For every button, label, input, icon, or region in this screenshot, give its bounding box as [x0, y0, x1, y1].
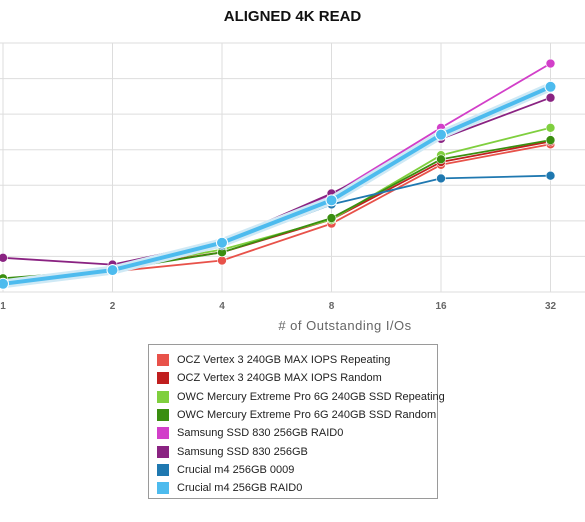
- line-chart-plot: 1 2 4 8 16 32: [0, 42, 585, 312]
- data-point: [545, 92, 556, 103]
- series-line: [2, 62, 551, 286]
- data-point: [435, 128, 447, 141]
- legend-label: Crucial m4 256GB RAID0: [177, 482, 303, 495]
- legend-item: OCZ Vertex 3 240GB MAX IOPS Repeating: [157, 351, 390, 369]
- data-point: [545, 135, 556, 145]
- chart-title: ALIGNED 4K READ: [223, 8, 362, 25]
- data-point: [545, 170, 556, 181]
- data-point: [0, 252, 8, 263]
- legend-swatch: [157, 354, 169, 366]
- series-line: [2, 84, 552, 286]
- x-tick-label: 2: [110, 301, 116, 312]
- x-tick-label: 8: [329, 301, 335, 312]
- x-tick-label: 32: [545, 301, 557, 312]
- legend-item: Crucial m4 256GB RAID0: [157, 479, 302, 497]
- data-point: [326, 213, 337, 223]
- data-point: [106, 264, 119, 277]
- legend-swatch: [157, 372, 169, 385]
- data-point: [217, 255, 227, 266]
- legend-item: Crucial m4 256GB 0009: [157, 461, 294, 479]
- legend-item: OWC Mercury Extreme Pro 6G 240GB SSD Ran…: [157, 406, 436, 424]
- legend-label: OCZ Vertex 3 240GB MAX IOPS Random: [177, 372, 382, 385]
- x-tick-label: 16: [435, 301, 447, 312]
- legend-item: Samsung SSD 830 256GB: [157, 443, 308, 461]
- data-point: [0, 277, 9, 290]
- legend-item: Samsung SSD 830 256GB RAID0: [157, 424, 343, 442]
- legend-swatch: [157, 482, 169, 495]
- legend-swatch: [157, 463, 169, 476]
- legend-swatch: [157, 390, 169, 403]
- series-line: [2, 139, 551, 280]
- series-line: [2, 174, 551, 285]
- legend-label: OWC Mercury Extreme Pro 6G 240GB SSD Ran…: [177, 408, 437, 421]
- x-axis-title: # of Outstanding I/Os: [278, 318, 412, 333]
- legend-label: OCZ Vertex 3 240GB MAX IOPS Repeating: [177, 354, 391, 366]
- data-point: [545, 58, 556, 69]
- data-point: [216, 236, 228, 249]
- x-tick-label: 4: [219, 301, 225, 312]
- data-point: [545, 123, 556, 133]
- data-point: [544, 80, 557, 93]
- legend-swatch: [157, 445, 169, 458]
- x-tick-label: 1: [0, 301, 6, 312]
- legend-swatch: [157, 408, 169, 421]
- data-point: [325, 194, 338, 207]
- chart-legend: OCZ Vertex 3 240GB MAX IOPS Repeating OCZ…: [148, 344, 445, 499]
- legend-swatch: [157, 427, 169, 440]
- legend-label: Crucial m4 256GB 0009: [177, 463, 295, 476]
- legend-item: OCZ Vertex 3 240GB MAX IOPS Random: [157, 369, 382, 387]
- legend-label: OWC Mercury Extreme Pro 6G 240GB SSD Rep…: [177, 390, 445, 403]
- legend-item: OWC Mercury Extreme Pro 6G 240GB SSD Rep…: [157, 388, 445, 406]
- data-point: [436, 173, 446, 184]
- legend-label: Samsung SSD 830 256GB RAID0: [177, 427, 344, 440]
- data-point: [436, 154, 446, 165]
- legend-label: Samsung SSD 830 256GB: [177, 445, 308, 458]
